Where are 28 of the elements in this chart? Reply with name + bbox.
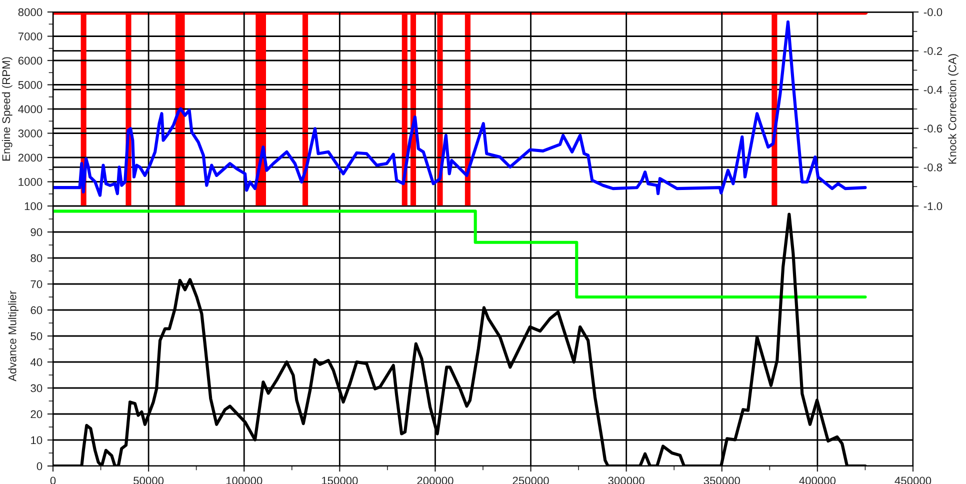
y-tick-label: 30 xyxy=(30,384,42,392)
y-tick-label: 1000 xyxy=(18,178,42,186)
y-tick-label: 80 xyxy=(30,254,42,262)
y-tick-label: 40 xyxy=(30,358,42,366)
y-tick-label: 50 xyxy=(30,332,42,340)
y-tick-label: 7000 xyxy=(18,32,42,40)
y2-axis-title: Knock Correction (CA) xyxy=(948,54,958,164)
y2-tick-label: -0.4 xyxy=(924,86,942,94)
y-tick-label: 100 xyxy=(24,202,42,210)
y-tick-label: 5000 xyxy=(18,81,42,89)
y-tick-label: 8000 xyxy=(18,8,42,16)
y-tick-label: 6000 xyxy=(18,56,42,65)
y2-tick-label: -0.8 xyxy=(924,163,942,172)
y-tick-label: 60 xyxy=(30,306,42,314)
y-tick-label: 20 xyxy=(30,410,42,418)
y-tick-label: 3000 xyxy=(18,130,42,138)
y-tick-label: 0 xyxy=(36,462,42,470)
y-tick-label: 70 xyxy=(30,280,42,288)
y2-tick-label: -0.6 xyxy=(924,124,942,133)
y-axis-title: Advance Multiplier xyxy=(8,290,18,382)
y-tick-label: 10 xyxy=(31,436,42,444)
y2-tick-label: -0.2 xyxy=(924,47,942,55)
y2-tick-label: -0.0 xyxy=(924,8,942,16)
y-tick-label: 4000 xyxy=(18,105,42,114)
y-axis-title: Engine Speed (RPM) xyxy=(2,57,12,161)
y-tick-label: 2000 xyxy=(18,154,42,162)
y-tick-label: 90 xyxy=(30,228,42,236)
y2-tick-label: -1.0 xyxy=(924,202,942,210)
